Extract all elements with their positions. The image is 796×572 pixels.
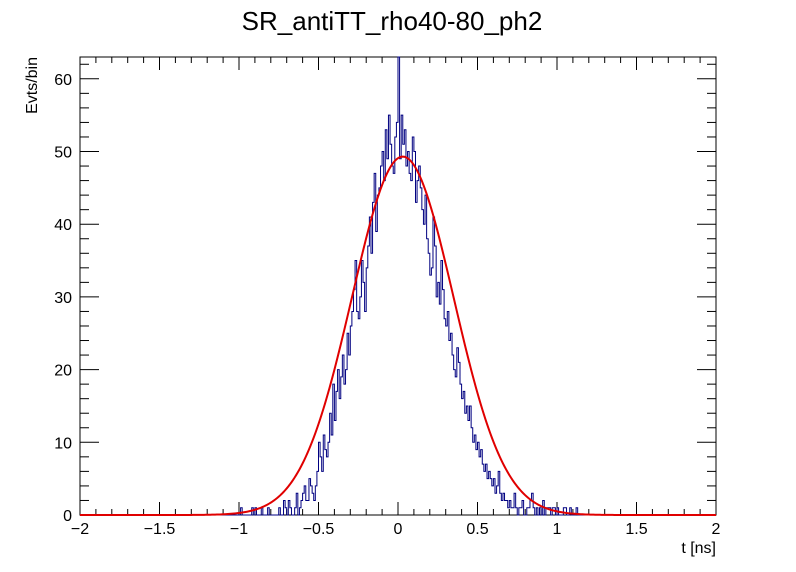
x-tick-label: −1 <box>230 521 248 538</box>
x-tick-label: 0 <box>394 521 403 538</box>
y-tick-label: 40 <box>54 217 72 234</box>
y-tick-label: 10 <box>54 435 72 452</box>
y-tick-label: 60 <box>54 72 72 89</box>
y-tick-label: 50 <box>54 145 72 162</box>
plot-frame <box>79 56 717 516</box>
x-tick-label: −2 <box>71 521 89 538</box>
x-tick-label: −0.5 <box>303 521 335 538</box>
x-tick-label: 1.5 <box>625 521 647 538</box>
x-tick-label: −1.5 <box>144 521 176 538</box>
y-axis-title: Evts/bin <box>24 57 41 114</box>
x-tick-label: 2 <box>712 521 721 538</box>
x-tick-label: 1 <box>553 521 562 538</box>
histogram-series <box>80 56 716 516</box>
x-tick-label: 0.5 <box>466 521 488 538</box>
y-tick-label: 20 <box>54 363 72 380</box>
y-axis: 0 10 20 30 40 50 60 <box>54 63 716 525</box>
x-axis: −2 −1.5 −1 −0.5 0 0.5 1 1.5 2 <box>71 57 721 538</box>
chart-title: SR_antiTT_rho40-80_ph2 <box>242 6 543 36</box>
y-tick-label: 0 <box>63 508 72 525</box>
y-tick-label: 30 <box>54 290 72 307</box>
gaussian-fit-curve <box>80 155 716 516</box>
x-axis-title: t [ns] <box>681 540 716 557</box>
